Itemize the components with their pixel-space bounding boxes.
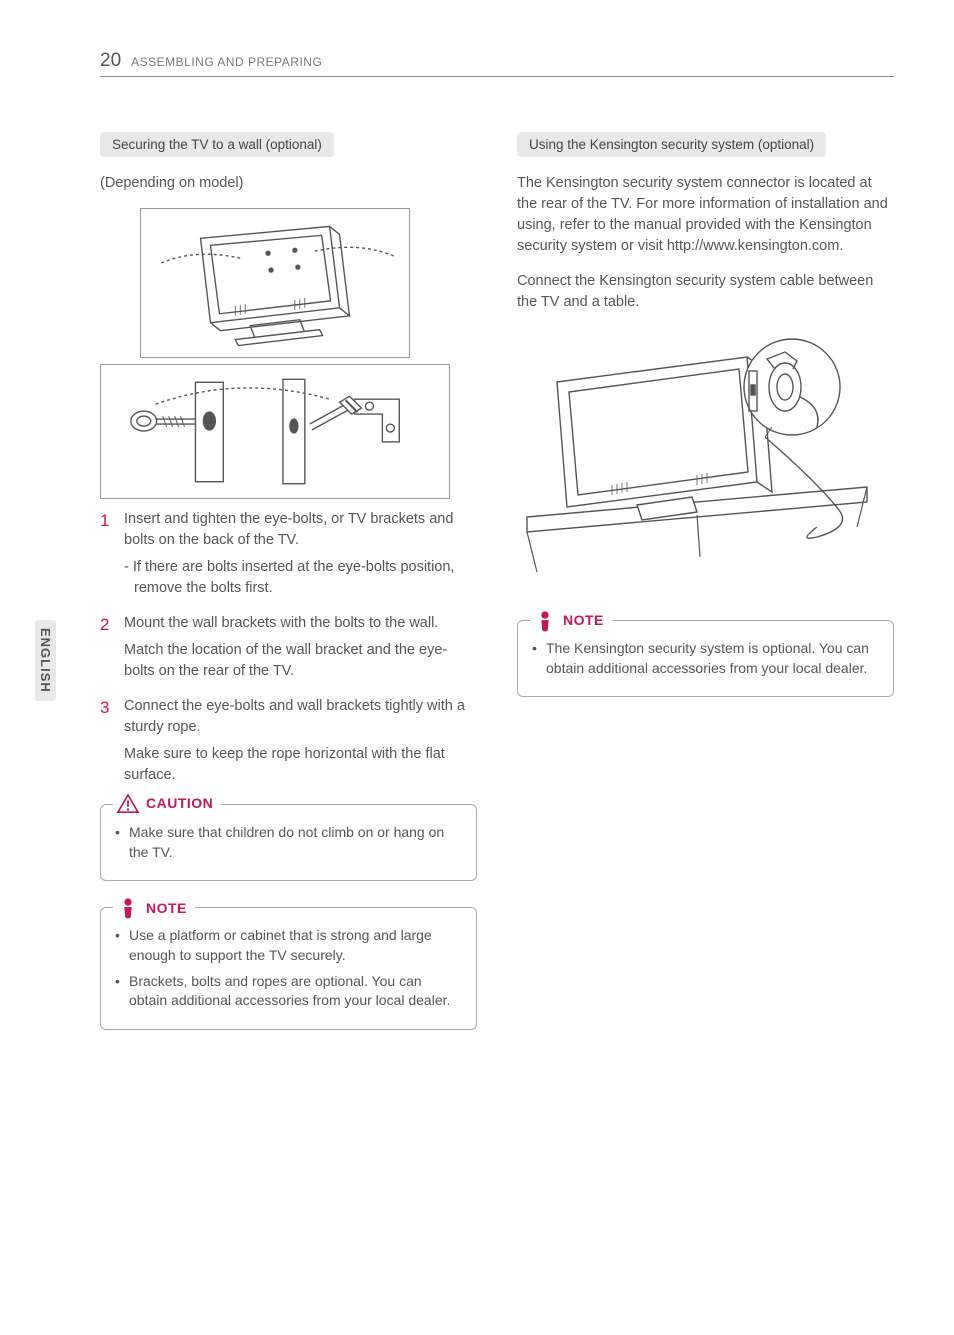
step-1-sub: - If there are bolts inserted at the eye… xyxy=(124,557,477,599)
header-title: ASSEMBLING AND PREPARING xyxy=(131,55,322,69)
step-2: Mount the wall brackets with the bolts t… xyxy=(100,613,477,682)
caution-label: CAUTION xyxy=(146,794,213,814)
step-3-main: Connect the eye-bolts and wall brackets … xyxy=(124,698,465,735)
caution-item-1: Make sure that children do not climb on … xyxy=(115,823,462,862)
note-right-item-1: The Kensington security system is option… xyxy=(532,639,879,678)
note-exclaim-icon xyxy=(117,897,139,919)
kensington-para-1: The Kensington security system connector… xyxy=(517,173,894,257)
caution-triangle-icon xyxy=(117,794,139,814)
note-label-left: NOTE xyxy=(146,899,187,919)
step-3-cont: Make sure to keep the rope horizontal wi… xyxy=(124,744,477,786)
step-1: Insert and tighten the eye-bolts, or TV … xyxy=(100,509,477,599)
section-badge-secure-wall: Securing the TV to a wall (optional) xyxy=(100,132,334,157)
diagram-eyebolt-bracket xyxy=(100,364,450,499)
step-2-main: Mount the wall brackets with the bolts t… xyxy=(124,615,438,631)
right-column: Using the Kensington security system (op… xyxy=(517,132,894,1030)
note-label-right: NOTE xyxy=(563,611,604,631)
caution-box: CAUTION Make sure that children do not c… xyxy=(100,804,477,881)
depending-on-model: (Depending on model) xyxy=(100,173,477,194)
section-badge-kensington: Using the Kensington security system (op… xyxy=(517,132,826,157)
note-title-right: NOTE xyxy=(530,610,612,632)
note-left-item-1: Use a platform or cabinet that is strong… xyxy=(115,926,462,965)
note-exclaim-icon xyxy=(534,610,556,632)
note-box-left: NOTE Use a platform or cabinet that is s… xyxy=(100,907,477,1029)
left-column: Securing the TV to a wall (optional) (De… xyxy=(100,132,477,1030)
step-2-cont: Match the location of the wall bracket a… xyxy=(124,640,477,682)
instruction-steps: Insert and tighten the eye-bolts, or TV … xyxy=(100,509,477,786)
kensington-para-2: Connect the Kensington security system c… xyxy=(517,271,894,313)
note-left-item-2: Brackets, bolts and ropes are optional. … xyxy=(115,972,462,1011)
note-title-left: NOTE xyxy=(113,897,195,919)
content-columns: Securing the TV to a wall (optional) (De… xyxy=(100,132,894,1030)
note-box-right: NOTE The Kensington security system is o… xyxy=(517,620,894,697)
page-header: 20 ASSEMBLING AND PREPARING xyxy=(100,50,894,77)
caution-title: CAUTION xyxy=(113,794,221,814)
step-3: Connect the eye-bolts and wall brackets … xyxy=(100,696,477,786)
language-tab: ENGLISH xyxy=(35,620,56,701)
page-number: 20 xyxy=(100,50,121,72)
diagram-kensington-lock xyxy=(517,327,894,602)
step-1-main: Insert and tighten the eye-bolts, or TV … xyxy=(124,511,453,548)
diagram-tv-wall-eyebolts xyxy=(140,208,410,358)
